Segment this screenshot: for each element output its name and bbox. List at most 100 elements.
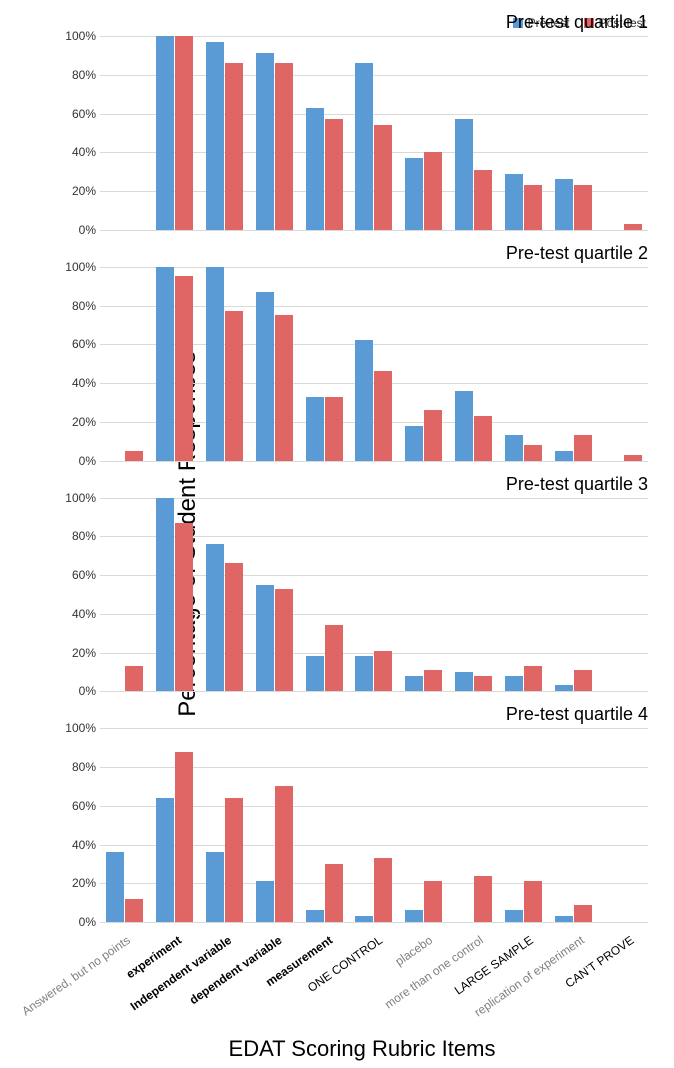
ytick-label: 40% [72,145,100,159]
bar-post [524,666,542,691]
bar-group [100,36,150,230]
bar-pre [306,397,324,461]
bar-pre [405,910,423,922]
x-axis-label: EDAT Scoring Rubric Items [0,1036,674,1062]
bar-pre [156,798,174,922]
bar-post [225,563,243,691]
ytick-label: 80% [72,760,100,774]
bar-post [374,125,392,230]
bar-group [150,267,200,461]
bar-pre [355,63,373,230]
bar-post [574,185,592,230]
bar-post [424,670,442,691]
plot-area: 0%20%40%60%80%100% [100,498,648,693]
bar-group [548,728,598,922]
bar-pre [455,119,473,229]
bar-post [175,752,193,923]
bar-pre [555,179,573,229]
ytick-label: 20% [72,646,100,660]
bar-group [399,498,449,692]
bar-post [125,899,143,922]
bar-post [175,276,193,460]
bar-pre [206,852,224,922]
bar-pre [405,676,423,692]
panel-title: Pre-test quartile 1 [506,12,648,33]
bar-group [548,36,598,230]
bar-pre [555,451,573,461]
ytick-label: 60% [72,337,100,351]
bar-post [474,676,492,692]
bar-pre [555,916,573,922]
bar-pre [505,676,523,692]
bar-pre [306,108,324,230]
bar-post [175,523,193,692]
bar-group [299,36,349,230]
bar-post [325,397,343,461]
bar-group [598,36,648,230]
bar-groups [100,728,648,922]
bar-pre [505,910,523,922]
bar-post [374,858,392,922]
bar-post [574,905,592,922]
bar-groups [100,36,648,230]
ytick-label: 20% [72,415,100,429]
bar-post [374,371,392,460]
bar-group [249,498,299,692]
bar-group [249,36,299,230]
bar-group [249,728,299,922]
bar-group [349,728,399,922]
bar-pre [256,585,274,692]
bar-pre [355,340,373,460]
bar-group [249,267,299,461]
bar-post [524,881,542,922]
bar-group [100,498,150,692]
bar-group [200,36,250,230]
bar-group [349,498,399,692]
bar-group [299,728,349,922]
ytick-label: 60% [72,107,100,121]
bar-post [374,651,392,692]
plot-area: 0%20%40%60%80%100% [100,267,648,462]
ytick-label: 100% [65,29,100,43]
bar-pre [256,292,274,461]
bar-pre [156,498,174,692]
ytick-label: 0% [79,915,100,929]
chart-figure: Percentage of Student Responses Pre-test… [0,0,674,1068]
ytick-label: 60% [72,568,100,582]
bar-pre [256,881,274,922]
panel-title: Pre-test quartile 3 [506,474,648,495]
bar-group [150,728,200,922]
ytick-label: 0% [79,454,100,468]
bar-post [325,864,343,922]
panel-title: Pre-test quartile 4 [506,704,648,725]
bar-pre [206,42,224,230]
ytick-label: 60% [72,799,100,813]
gridline [100,922,648,923]
ytick-label: 80% [72,299,100,313]
bar-groups [100,498,648,692]
bar-pre [156,36,174,230]
bar-post [624,224,642,230]
ytick-label: 100% [65,721,100,735]
bar-pre [355,916,373,922]
bar-post [474,170,492,230]
bar-post [275,63,293,230]
bar-group [499,36,549,230]
bar-post [424,881,442,922]
bar-group [499,498,549,692]
bar-pre [106,852,124,922]
ytick-label: 100% [65,491,100,505]
bar-group [100,728,150,922]
bar-post [574,435,592,460]
ytick-label: 40% [72,838,100,852]
bar-group [399,728,449,922]
bar-group [548,498,598,692]
bar-group [449,267,499,461]
bar-group [449,498,499,692]
bar-group [399,36,449,230]
ytick-label: 20% [72,876,100,890]
plot-area: 0%20%40%60%80%100% [100,36,648,231]
ytick-label: 40% [72,607,100,621]
gridline [100,691,648,692]
bar-group [200,267,250,461]
